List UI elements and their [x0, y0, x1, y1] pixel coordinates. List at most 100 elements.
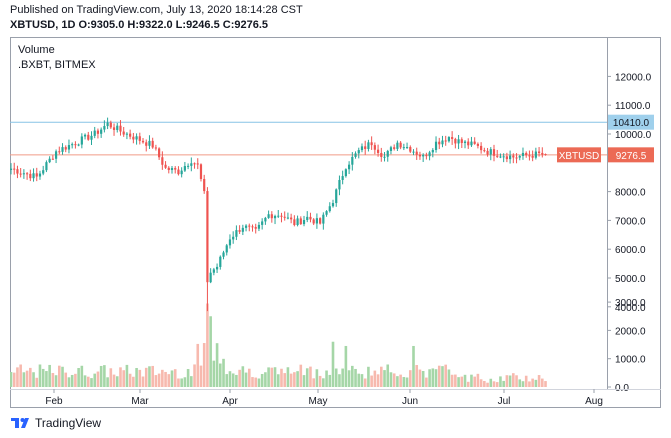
candle-body	[470, 141, 473, 146]
volume-bar	[383, 370, 386, 387]
candle-body	[219, 256, 222, 267]
time-tick-label: Mar	[131, 396, 149, 407]
volume-bar	[341, 368, 344, 387]
candle-body	[61, 147, 64, 152]
candlestick-chart[interactable]: 12000.011000.010000.09272.58000.07000.06…	[10, 37, 661, 408]
volume-bar	[119, 367, 122, 387]
volume-bar	[186, 369, 190, 387]
price-tags: 10410.0 XBTUSD 9276.5	[557, 114, 654, 163]
candle-body	[112, 127, 116, 130]
candle-body	[444, 140, 447, 142]
volume-bar	[521, 381, 525, 387]
candle-body	[486, 150, 489, 155]
volume-bar	[528, 381, 531, 387]
candle-body	[389, 147, 393, 151]
volume-bar	[325, 370, 328, 387]
candle-body	[364, 146, 367, 149]
volume-bar	[235, 374, 238, 387]
candle-body	[376, 149, 380, 153]
candle-body	[528, 155, 531, 157]
candle-body	[83, 134, 87, 137]
volume-bar	[225, 374, 229, 387]
volume-bar	[537, 375, 541, 387]
candle-body	[74, 144, 77, 146]
candle-body	[177, 169, 180, 175]
candle-body	[100, 129, 103, 134]
candle-body	[67, 145, 71, 150]
volume-bar	[512, 373, 515, 387]
candle-body	[428, 152, 431, 157]
volume-bar	[363, 378, 367, 387]
volume-bar	[399, 374, 402, 387]
volume-bar	[357, 373, 361, 387]
volume-bar	[347, 370, 351, 387]
candle-body	[357, 150, 360, 154]
volume-bar	[35, 377, 39, 387]
candle-body	[306, 216, 309, 221]
candle-body	[402, 147, 405, 149]
volume-bar	[499, 376, 502, 387]
volume-bar	[148, 366, 151, 387]
time-tick-label: Jul	[498, 396, 511, 407]
candle-body	[196, 163, 199, 165]
candle-body	[457, 139, 460, 144]
volume-bar	[180, 378, 183, 387]
candle-body	[138, 136, 141, 141]
volume-bar	[428, 369, 431, 387]
volume-bar	[338, 374, 341, 387]
footer-brand[interactable]: TradingView	[35, 416, 102, 430]
volume-bar	[190, 376, 193, 387]
candle-body	[254, 226, 257, 229]
volume-bar	[370, 375, 373, 387]
legend-volume: Volume	[18, 44, 55, 56]
candle-body	[232, 236, 235, 240]
candle-body	[228, 239, 232, 246]
volume-bar	[74, 373, 77, 387]
volume-bar	[454, 374, 457, 387]
price-tick-label: 11000.0	[615, 101, 651, 112]
candle-body	[19, 173, 22, 175]
candle-body	[22, 173, 25, 175]
volume-bar	[58, 365, 61, 387]
chart-frame	[10, 37, 661, 408]
volume-tick-label: 2000.0	[615, 326, 646, 337]
volume-bar	[51, 373, 55, 387]
volume-bar	[434, 369, 438, 387]
candle-body	[460, 139, 463, 144]
candle-body	[370, 142, 373, 146]
candle-body	[335, 189, 338, 204]
volume-bar	[128, 373, 132, 387]
price-tag	[608, 147, 654, 163]
candle-body	[341, 176, 344, 180]
volume-bar	[247, 368, 251, 387]
candle-body	[51, 158, 54, 160]
candle-body	[534, 151, 537, 158]
tradingview-logo-icon[interactable]	[10, 416, 30, 430]
candle-body	[544, 154, 547, 156]
candle-body	[129, 133, 132, 137]
candle-body	[32, 173, 35, 179]
candle-body	[286, 217, 290, 219]
candle-body	[90, 135, 93, 140]
volume-bar	[10, 372, 13, 387]
candle-body	[499, 156, 502, 158]
candle-body	[209, 272, 212, 283]
candle-body	[77, 144, 80, 146]
volume-bar	[270, 367, 274, 387]
candle-body	[48, 158, 51, 163]
volume-bar	[64, 372, 68, 387]
volume-bar	[405, 377, 409, 387]
volume-bar	[376, 374, 380, 387]
volume-bar	[492, 381, 496, 387]
volume-bar	[305, 368, 309, 387]
volume-bar	[483, 380, 486, 387]
candle-body	[141, 140, 145, 143]
volume-tick-label: 3000.0	[615, 298, 646, 309]
candle-body	[235, 230, 238, 237]
volume-bar	[296, 371, 299, 387]
volume-bar	[286, 367, 290, 387]
volume-bar	[396, 376, 399, 387]
volume-bar	[351, 365, 354, 387]
volume-bars	[10, 303, 547, 387]
volume-bar	[418, 369, 422, 387]
